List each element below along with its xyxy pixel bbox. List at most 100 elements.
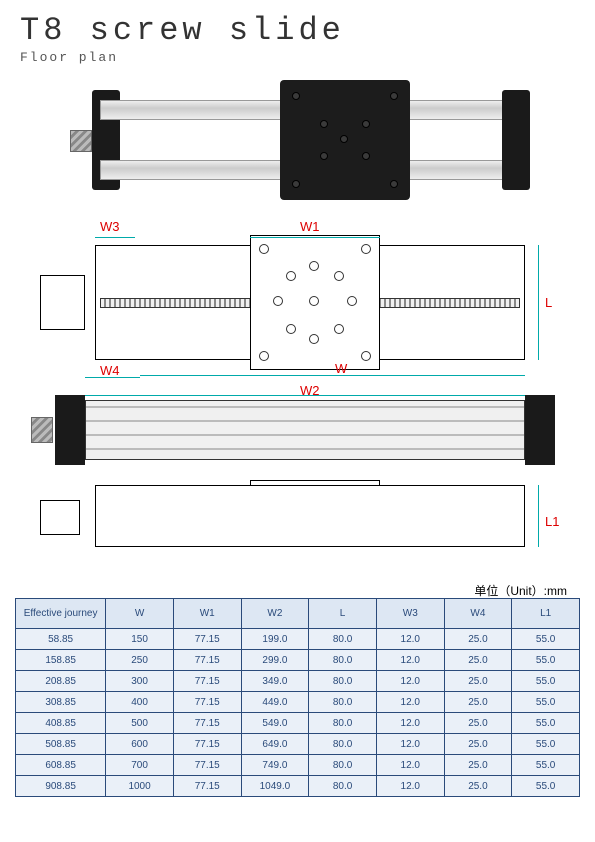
table-cell: 77.15 [173,713,241,734]
table-cell: 80.0 [309,692,377,713]
table-cell: 25.0 [444,692,512,713]
table-row: 608.8570077.15749.080.012.025.055.0 [16,755,580,776]
endcap-side-left [55,395,85,465]
table-cell: 25.0 [444,650,512,671]
table-cell: 55.0 [512,713,580,734]
table-row: 208.8530077.15349.080.012.025.055.0 [16,671,580,692]
plan-drawing: W3 W1 W4 W W2 L [40,225,560,380]
table-cell: 77.15 [173,671,241,692]
table-row: 58.8515077.15199.080.012.025.055.0 [16,629,580,650]
table-cell: 77.15 [173,629,241,650]
endcap-right [502,90,530,190]
dim-l-line [538,245,539,360]
table-cell: 208.85 [16,671,106,692]
table-cell: 80.0 [309,734,377,755]
page-title: T8 screw slide [20,12,345,49]
table-cell: 12.0 [376,671,444,692]
table-cell: 150 [106,629,174,650]
table-cell: 508.85 [16,734,106,755]
table-cell: 600 [106,734,174,755]
table-body: 58.8515077.15199.080.012.025.055.0158.85… [16,629,580,797]
dim-w1-label: W1 [300,219,320,234]
table-cell: 55.0 [512,671,580,692]
table-cell: 55.0 [512,776,580,797]
table-cell: 700 [106,755,174,776]
table-cell: 400 [106,692,174,713]
table-col-header: L [309,599,377,629]
table-cell: 55.0 [512,650,580,671]
table-cell: 77.15 [173,650,241,671]
table-header-row: Effective journeyWW1W2LW3W4L1 [16,599,580,629]
table-cell: 58.85 [16,629,106,650]
table-col-header: L1 [512,599,580,629]
table-col-header: Effective journey [16,599,106,629]
dim-w4-line [85,377,140,378]
dim-l-label: L [545,295,552,310]
table-cell: 12.0 [376,692,444,713]
extrusion-profile [85,400,525,460]
table-cell: 55.0 [512,734,580,755]
table-cell: 158.85 [16,650,106,671]
table-cell: 12.0 [376,713,444,734]
table-cell: 80.0 [309,671,377,692]
table-cell: 25.0 [444,776,512,797]
table-cell: 55.0 [512,629,580,650]
carriage-outline [250,235,380,370]
table-col-header: W2 [241,599,309,629]
carriage-plate [280,80,410,200]
table-row: 158.8525077.15299.080.012.025.055.0 [16,650,580,671]
table-cell: 80.0 [309,629,377,650]
table-cell: 55.0 [512,755,580,776]
table-cell: 608.85 [16,755,106,776]
dim-w-label: W [335,361,347,376]
table-cell: 77.15 [173,734,241,755]
table-row: 408.8550077.15549.080.012.025.055.0 [16,713,580,734]
table-cell: 80.0 [309,755,377,776]
table-col-header: W [106,599,174,629]
side-photo [55,395,545,465]
table-cell: 55.0 [512,692,580,713]
table-cell: 308.85 [16,692,106,713]
table-cell: 25.0 [444,671,512,692]
coupler-icon [70,130,92,152]
dim-w-line [140,375,525,376]
table-cell: 25.0 [444,629,512,650]
table-col-header: W1 [173,599,241,629]
motor-outline [40,275,85,330]
table-cell: 12.0 [376,629,444,650]
endcap-side-right [525,395,555,465]
table-cell: 12.0 [376,734,444,755]
table-cell: 80.0 [309,650,377,671]
table-cell: 77.15 [173,755,241,776]
table-row: 308.8540077.15449.080.012.025.055.0 [16,692,580,713]
table-cell: 300 [106,671,174,692]
dim-l1-label: L1 [545,514,559,529]
table-cell: 25.0 [444,734,512,755]
dim-w3-label: W3 [100,219,120,234]
table-col-header: W4 [444,599,512,629]
unit-label: 单位（Unit）:mm [474,582,567,599]
table-cell: 77.15 [173,776,241,797]
table-col-header: W3 [376,599,444,629]
table-cell: 908.85 [16,776,106,797]
dim-w4-label: W4 [100,363,120,378]
table-cell: 749.0 [241,755,309,776]
table-row: 908.85100077.151049.080.012.025.055.0 [16,776,580,797]
dim-w1-line [250,237,380,238]
coupler-side-icon [31,417,53,443]
dim-w3-line [95,237,135,238]
table-cell: 199.0 [241,629,309,650]
table-cell: 1000 [106,776,174,797]
table-cell: 250 [106,650,174,671]
table-cell: 549.0 [241,713,309,734]
table-cell: 408.85 [16,713,106,734]
table-cell: 12.0 [376,776,444,797]
rail-side-outline [95,485,525,547]
product-photo [70,70,530,210]
table-cell: 25.0 [444,755,512,776]
table-cell: 1049.0 [241,776,309,797]
table-cell: 77.15 [173,692,241,713]
side-drawing: L1 [40,480,560,555]
motor-side-outline [40,500,80,535]
table-cell: 25.0 [444,713,512,734]
